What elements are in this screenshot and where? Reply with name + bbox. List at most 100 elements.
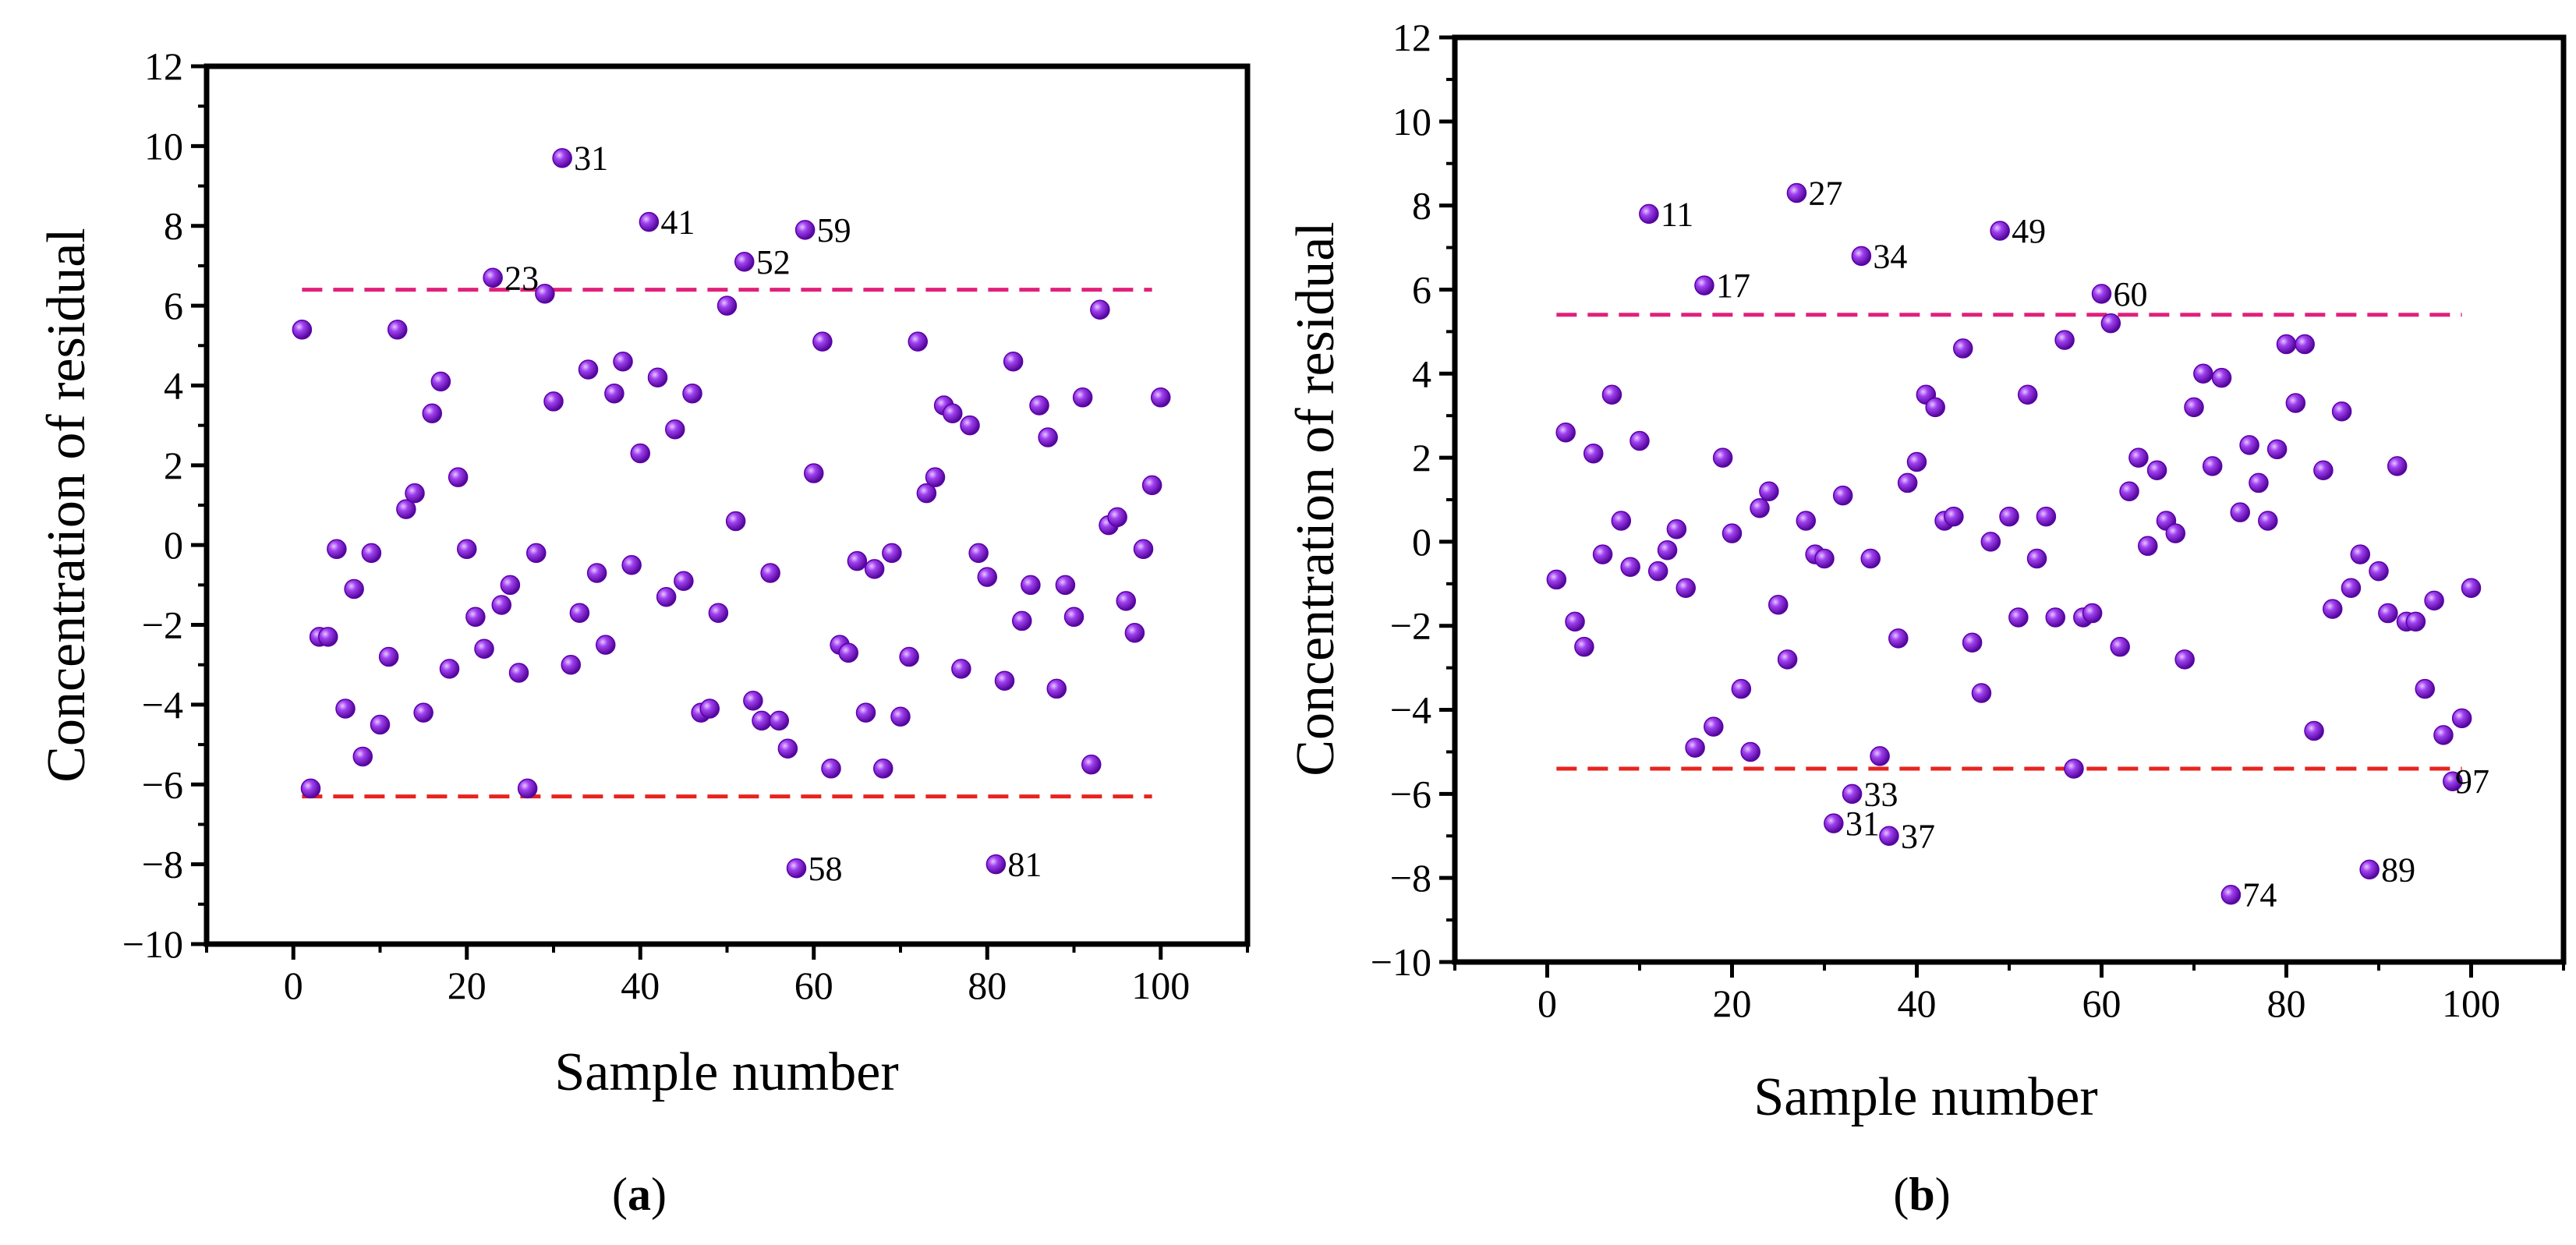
panel-a-data-point bbox=[613, 351, 633, 372]
panel-a-data-point bbox=[908, 331, 928, 352]
panel-b-x-tick-label: 40 bbox=[1898, 981, 1937, 1025]
panel-b-data-point bbox=[2295, 334, 2315, 355]
panel-b-data-point bbox=[1694, 275, 1714, 295]
panel-a-caption: (a) bbox=[612, 1169, 667, 1220]
panel-a-ticks: 0 20 40 60 80 100 −10 −8 −6 −4 −2 0 2 4 6 8 10 12 bbox=[122, 44, 1249, 1007]
panel-b-y-tick-label: −6 bbox=[1390, 772, 1431, 815]
panel-b-data-point bbox=[2184, 397, 2204, 418]
panel-a-data-point bbox=[674, 571, 694, 591]
panel-b-data-point bbox=[2350, 544, 2371, 564]
panel-a-point-labels: 31 41 52 59 23 58 81 bbox=[504, 140, 1042, 888]
panel-a-data-point bbox=[500, 575, 521, 596]
panel-a-data-point bbox=[439, 659, 460, 679]
panel-a-data-point bbox=[1072, 387, 1093, 408]
panel-a-points bbox=[292, 147, 1171, 879]
panel-a-y-tick-label: 12 bbox=[144, 44, 183, 88]
panel-a-chart: 0 20 40 60 80 100 −10 −8 −6 −4 −2 0 2 4 6 8 10 12 31 41 52 5… bbox=[37, 44, 1251, 1220]
panel-b-data-point bbox=[2369, 561, 2389, 582]
panel-b-data-point bbox=[1879, 826, 1899, 847]
panel-a-y-tick-label: 6 bbox=[164, 284, 183, 327]
panel-b-data-point bbox=[1962, 632, 1983, 653]
panel-b-data-point bbox=[1999, 506, 2019, 527]
panel-a-x-tick-label: 60 bbox=[794, 964, 833, 1007]
panel-b-data-point bbox=[2110, 636, 2130, 657]
panel-a-y-tick-label: −10 bbox=[122, 922, 183, 966]
panel-b-data-point bbox=[1546, 569, 1567, 590]
panel-a-data-point bbox=[855, 702, 876, 723]
panel-b-x-tick-label: 60 bbox=[2082, 981, 2121, 1025]
panel-a-y-tick-label: 4 bbox=[164, 363, 183, 407]
panel-a-data-point bbox=[985, 854, 1007, 875]
panel-b-y-tick-label: −8 bbox=[1390, 856, 1431, 900]
panel-a-data-point bbox=[526, 543, 547, 564]
panel-a-data-point bbox=[561, 654, 581, 675]
panel-a-data-point bbox=[994, 670, 1015, 691]
panel-a-data-point bbox=[621, 555, 642, 575]
panel-a-data-point bbox=[960, 415, 980, 436]
panel-a-data-point bbox=[699, 699, 720, 719]
panel-a-data-point bbox=[474, 638, 494, 660]
panel-b-data-point bbox=[1704, 716, 1724, 737]
panel-b-data-point bbox=[1990, 221, 2010, 241]
panel-a-data-point bbox=[1107, 507, 1127, 528]
panel-a-data-point bbox=[344, 578, 364, 600]
panel-a-y-tick-label: −8 bbox=[142, 843, 183, 886]
panel-b-data-point bbox=[1712, 447, 1733, 468]
panel-b-data-point bbox=[2266, 439, 2288, 460]
panel-b-point-label: 27 bbox=[1808, 174, 1842, 212]
panel-a-point-label: 31 bbox=[574, 140, 608, 178]
panel-b-data-point bbox=[2146, 460, 2167, 481]
panel-b-data-point bbox=[1731, 678, 1752, 699]
panel-a-data-point bbox=[1141, 475, 1162, 496]
panel-a-data-point bbox=[361, 543, 382, 564]
panel-a-data-point bbox=[977, 567, 997, 587]
panel-a-data-point bbox=[760, 563, 780, 583]
panel-b-y-tick-label: −2 bbox=[1390, 604, 1431, 648]
panel-b-point-label: 31 bbox=[1845, 805, 1880, 843]
panel-b-data-point bbox=[1832, 485, 1853, 506]
panel-a-y-tick-label: −4 bbox=[142, 683, 183, 727]
panel-b-x-tick-label: 80 bbox=[2267, 981, 2306, 1025]
panel-b-y-tick-label: 0 bbox=[1412, 520, 1431, 564]
panel-a-data-point bbox=[413, 702, 433, 723]
panel-b-data-point bbox=[2415, 678, 2435, 699]
panel-b-plot-frame bbox=[1452, 34, 2567, 965]
panel-a-data-point bbox=[665, 419, 685, 440]
panel-a-point-label: 58 bbox=[809, 850, 843, 888]
panel-b-data-point bbox=[1980, 532, 2001, 552]
panel-b-data-point bbox=[1647, 561, 1668, 582]
panel-a-control-limits bbox=[302, 288, 1152, 799]
panel-b-data-point bbox=[2008, 607, 2029, 628]
panel-b-data-point bbox=[1611, 511, 1632, 531]
panel-b-x-tick-label: 0 bbox=[1537, 981, 1557, 1025]
panel-a-data-point bbox=[769, 710, 789, 731]
panel-b-data-point bbox=[2091, 284, 2112, 304]
panel-a-data-point bbox=[508, 663, 529, 683]
panel-b-data-point bbox=[2100, 313, 2121, 334]
panel-a-data-point bbox=[786, 858, 807, 879]
panel-a-data-point bbox=[925, 467, 946, 487]
panel-b-data-point bbox=[1786, 182, 1807, 203]
panel-a-data-point bbox=[1133, 539, 1154, 560]
panel-b-data-point bbox=[1565, 611, 1585, 632]
panel-b-data-point bbox=[2331, 401, 2352, 422]
panel-a-data-point bbox=[422, 403, 442, 424]
panel-a-data-point bbox=[1012, 610, 1032, 631]
panel-b-y-tick-label: 12 bbox=[1392, 16, 1431, 59]
panel-a-data-point bbox=[517, 778, 538, 799]
panel-b-data-point bbox=[1750, 498, 1770, 518]
panel-b-data-point bbox=[2359, 859, 2380, 880]
panel-a-data-point bbox=[882, 543, 902, 564]
panel-a-y-tick-label: 8 bbox=[164, 204, 183, 248]
panel-a-data-point bbox=[873, 759, 893, 779]
panel-b-data-point bbox=[2138, 536, 2158, 557]
panel-a-data-point bbox=[639, 211, 660, 232]
panel-a-data-point bbox=[656, 586, 677, 607]
panel-b-data-point bbox=[1944, 506, 1964, 527]
panel-b-data-point bbox=[2045, 607, 2065, 628]
panel-a-data-point bbox=[491, 595, 511, 615]
panel-a-data-point bbox=[578, 359, 599, 380]
panel-a-data-point bbox=[899, 646, 919, 667]
panel-a-data-point bbox=[717, 295, 738, 316]
